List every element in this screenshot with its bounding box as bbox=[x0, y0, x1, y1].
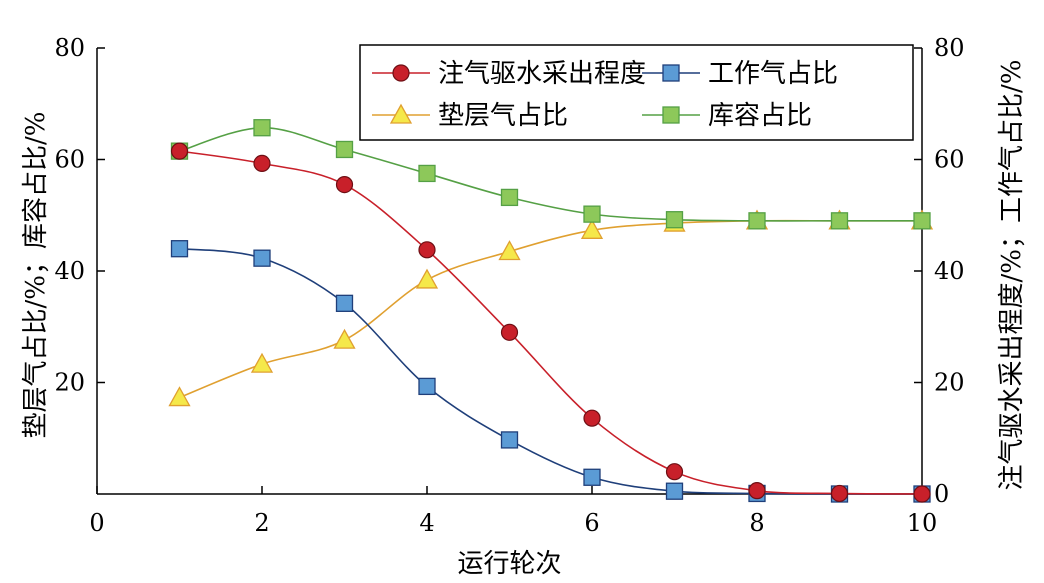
x-tick-label: 10 bbox=[907, 509, 938, 537]
series-3-point bbox=[253, 119, 271, 137]
series-1-point bbox=[583, 468, 601, 486]
y-left-tick-label: 80 bbox=[54, 34, 85, 62]
y-left-tick-label: 60 bbox=[54, 146, 85, 174]
series-0-point bbox=[335, 175, 354, 194]
x-tick-label: 0 bbox=[89, 509, 104, 537]
y-right-tick-label: 20 bbox=[934, 369, 965, 397]
legend-label-0: 注气驱水采出程度 bbox=[438, 59, 646, 89]
series-1-point bbox=[170, 240, 189, 258]
series-line-0 bbox=[179, 150, 923, 495]
series-0-point bbox=[418, 241, 436, 259]
legend-label-1: 工作气占比 bbox=[708, 59, 838, 89]
series-line-2 bbox=[179, 219, 922, 399]
y-right-axis-title: 注气驱水采出程度/%；工作气占比/% bbox=[997, 60, 1027, 491]
legend-label-3: 库容占比 bbox=[708, 101, 812, 131]
series-0-point bbox=[913, 485, 931, 503]
y-left-axis-title: 垫层气占比/%；库容占比/% bbox=[21, 112, 51, 439]
series-0-point bbox=[830, 484, 849, 503]
plot-axes: 0 2 4 6 8 10 20 40 60 80 0 20 40 60 80 运行轮次 垫层气占比/%；库容占比… bbox=[21, 34, 1027, 579]
series-0-point bbox=[170, 142, 189, 160]
series-1-point bbox=[335, 294, 354, 312]
series-1-point bbox=[665, 482, 684, 500]
series-3-point bbox=[913, 212, 931, 230]
y-right-tick-label: 0 bbox=[934, 480, 949, 508]
series-3-point bbox=[748, 212, 766, 230]
series-2-point bbox=[498, 240, 521, 261]
legend-box bbox=[359, 44, 914, 141]
series-3-point bbox=[583, 205, 601, 223]
y-right-tick-label: 40 bbox=[934, 257, 965, 285]
legend-marker-3 bbox=[662, 106, 680, 124]
series-1-point bbox=[500, 431, 519, 449]
series-0-point bbox=[583, 409, 601, 427]
series-0-point bbox=[748, 482, 766, 500]
series-3-point bbox=[500, 188, 519, 207]
y-right-tick-label: 80 bbox=[934, 34, 965, 62]
y-left-tick-label: 40 bbox=[54, 257, 85, 285]
series-line-1 bbox=[179, 247, 923, 495]
x-tick-label: 4 bbox=[419, 509, 434, 537]
series-2-point bbox=[250, 352, 274, 373]
series-1-point bbox=[253, 249, 271, 267]
series-0-point bbox=[500, 323, 519, 341]
legend-marker-1 bbox=[662, 64, 680, 82]
series-layer bbox=[168, 119, 934, 503]
series-3-point bbox=[418, 164, 436, 183]
series-0-point bbox=[665, 463, 684, 481]
legend-marker-0 bbox=[392, 64, 410, 82]
x-tick-label: 6 bbox=[584, 509, 599, 537]
x-axis-title: 运行轮次 bbox=[457, 549, 561, 579]
series-3-point bbox=[830, 212, 849, 230]
x-tick-label: 8 bbox=[749, 509, 764, 537]
series-2-point bbox=[580, 218, 604, 239]
series-3-point bbox=[665, 211, 684, 229]
legend-label-2: 垫层气占比 bbox=[438, 101, 568, 131]
y-left-tick-label: 20 bbox=[54, 369, 85, 397]
legend-marker-2 bbox=[389, 103, 413, 124]
series-1-point bbox=[418, 377, 436, 396]
x-tick-label: 2 bbox=[254, 509, 269, 537]
series-2-point bbox=[333, 328, 356, 349]
series-3-point bbox=[335, 140, 354, 159]
series-line-3 bbox=[179, 126, 922, 222]
series-2-point bbox=[168, 386, 191, 407]
series-0-point bbox=[253, 154, 271, 173]
y-right-tick-label: 60 bbox=[934, 146, 965, 174]
series-2-point bbox=[415, 268, 439, 289]
